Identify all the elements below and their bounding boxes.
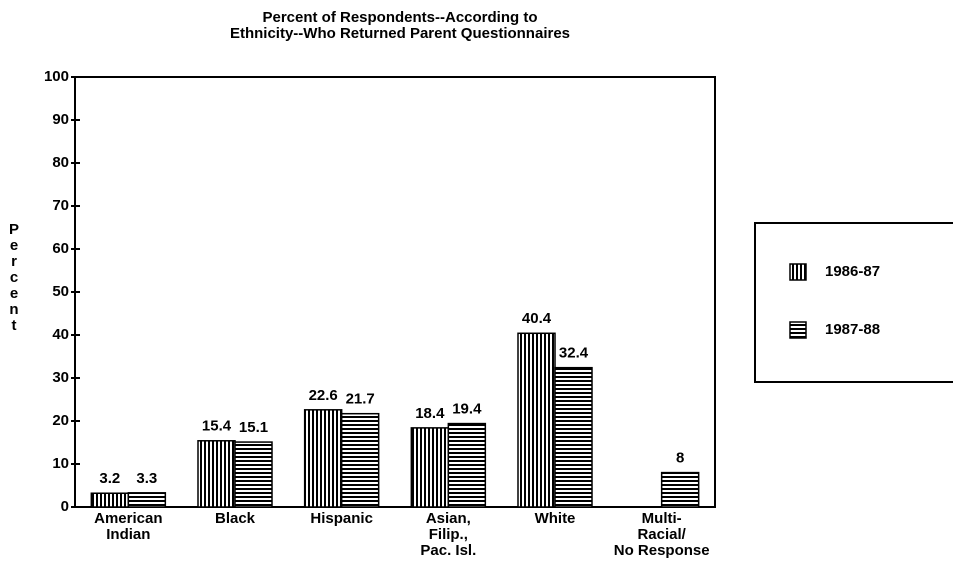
legend-swatch [789, 263, 807, 281]
y-tick-label: 50 [52, 283, 69, 300]
bar [410, 427, 450, 508]
y-tick-label: 80 [52, 154, 69, 171]
data-label: 40.4 [522, 310, 552, 327]
legend-label: 1986-87 [825, 263, 880, 280]
bar [303, 409, 343, 508]
bar [660, 471, 700, 508]
bar [447, 422, 487, 508]
bar [197, 440, 236, 508]
y-tick-label: 10 [52, 455, 69, 472]
data-label: 19.4 [452, 401, 482, 418]
x-tick-label: White [535, 510, 576, 527]
bar [517, 332, 556, 508]
legend-box [754, 222, 953, 383]
x-tick-label: American Indian [94, 510, 162, 543]
x-tick-label: Asian, Filip., Pac. Isl. [420, 510, 476, 559]
data-label: 22.6 [309, 387, 338, 404]
legend-swatch [789, 321, 807, 339]
data-label: 32.4 [559, 345, 589, 362]
bar [340, 412, 380, 508]
y-tick-label: 20 [52, 412, 69, 429]
bar [554, 366, 593, 508]
data-label: 8 [676, 450, 684, 467]
x-tick-label: Hispanic [310, 510, 373, 527]
chart-title: Percent of Respondents--According to Ethn… [230, 9, 570, 42]
data-label: 3.2 [99, 470, 120, 487]
bar [234, 441, 273, 508]
data-label: 15.4 [202, 418, 232, 435]
legend-label: 1987-88 [825, 321, 880, 338]
data-label: 18.4 [415, 405, 445, 422]
y-tick-label: 30 [52, 369, 69, 386]
y-tick-label: 40 [52, 326, 69, 343]
x-tick-label: Multi-Racial/No Response [614, 510, 710, 559]
y-tick-label: 100 [44, 68, 69, 85]
y-tick-label: 70 [52, 197, 69, 214]
plot-frame [74, 76, 716, 508]
data-label: 21.7 [346, 391, 375, 408]
data-label: 3.3 [136, 470, 157, 487]
y-tick-label: 60 [52, 240, 69, 257]
x-tick-label: Black [215, 510, 256, 527]
bar [90, 492, 130, 508]
bar [127, 492, 167, 508]
y-tick-label: 0 [61, 498, 69, 515]
y-tick-label: 90 [52, 111, 69, 128]
data-label: 15.1 [239, 419, 268, 436]
